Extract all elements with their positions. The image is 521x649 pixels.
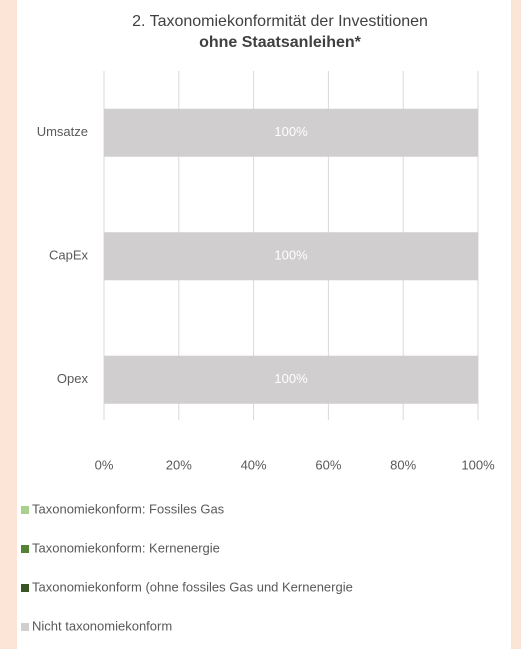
- legend-swatch: [21, 545, 29, 553]
- bar-segment: [104, 108, 478, 157]
- x-tick-label: 0%: [95, 457, 114, 472]
- value-label: 100%: [274, 248, 308, 263]
- value-label: 100%: [274, 124, 308, 139]
- x-tick-label: 100%: [461, 457, 495, 472]
- bar-segment: [104, 355, 478, 404]
- y-tick-label: CapEx: [49, 248, 89, 263]
- x-tick-label: 60%: [315, 457, 341, 472]
- y-tick-label: Opex: [57, 371, 89, 386]
- chart-subtitle: ohne Staatsanleihen*: [199, 34, 362, 51]
- legend-swatch: [21, 506, 29, 514]
- chart-panel: [17, 0, 511, 649]
- legend-label: Taxonomiekonform: Fossiles Gas: [32, 501, 225, 516]
- legend-swatch: [21, 584, 29, 592]
- legend-label: Taxonomiekonform (ohne fossiles Gas und …: [32, 579, 353, 594]
- bar-segment: [104, 232, 478, 281]
- x-tick-label: 80%: [390, 457, 416, 472]
- x-tick-label: 20%: [166, 457, 192, 472]
- legend-label: Taxonomiekonform: Kernenergie: [32, 540, 220, 555]
- legend-label: Nicht taxonomiekonform: [32, 618, 172, 633]
- legend-swatch: [21, 623, 29, 631]
- chart-title: 2. Taxonomiekonformität der Investitione…: [132, 13, 428, 30]
- value-label: 100%: [274, 371, 308, 386]
- y-tick-label: Umsatze: [37, 124, 88, 139]
- x-tick-label: 40%: [241, 457, 267, 472]
